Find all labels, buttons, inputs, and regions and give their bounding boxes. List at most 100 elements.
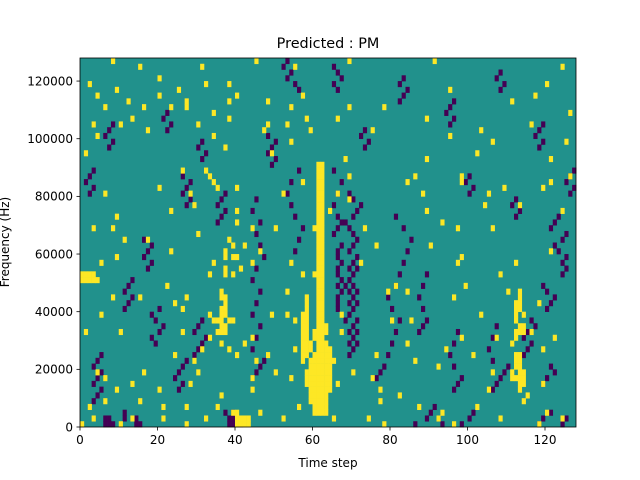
heatmap-cell-high — [242, 421, 247, 428]
heatmap-cell-high — [320, 271, 325, 278]
heatmap-cell-low — [564, 415, 569, 422]
heatmap-cell-high — [192, 357, 197, 364]
heatmap-cell-high — [390, 317, 395, 324]
heatmap-cell-high — [514, 357, 519, 364]
heatmap-cell-high — [316, 340, 321, 347]
heatmap-cell-low — [514, 196, 519, 203]
heatmap-cell-low — [335, 282, 340, 289]
heatmap-cell-high — [324, 352, 329, 359]
heatmap-cell-high — [312, 328, 317, 336]
heatmap-cell-high — [111, 294, 116, 301]
heatmap-cell-low — [556, 213, 561, 220]
heatmap-cell-low — [297, 167, 302, 174]
heatmap-cell-high — [300, 334, 306, 341]
heatmap-cell-high — [83, 277, 89, 284]
heatmap-cell-high — [452, 421, 457, 428]
heatmap-cell-high — [293, 317, 298, 324]
heatmap-cell-high — [180, 167, 185, 174]
heatmap-cell-low — [525, 346, 530, 353]
heatmap-cell-high — [548, 248, 554, 255]
heatmap-cell-high — [320, 265, 325, 272]
heatmap-cell-high — [304, 311, 309, 318]
heatmap-cell-high — [300, 179, 306, 186]
heatmap-cell-high — [324, 398, 329, 405]
heatmap-cell-high — [211, 109, 216, 116]
heatmap-cell-high — [91, 277, 96, 284]
heatmap-cell-high — [316, 403, 321, 411]
heatmap-cell-high — [207, 311, 213, 318]
heatmap-cell-high — [223, 271, 228, 278]
heatmap-cell-high — [285, 288, 290, 295]
heatmap-cell-low — [103, 421, 108, 428]
heatmap-cell-low — [293, 81, 298, 88]
heatmap-cell-high — [250, 334, 255, 341]
heatmap-cell-high — [223, 254, 228, 261]
heatmap-cell-high — [83, 150, 89, 157]
heatmap-cell-high — [320, 236, 325, 243]
heatmap-cell-low — [343, 282, 348, 289]
heatmap-cell-high — [231, 254, 236, 261]
heatmap-cell-low — [258, 288, 263, 295]
heatmap-cell-high — [227, 115, 232, 122]
heatmap-cell-high — [316, 265, 321, 272]
heatmap-cell-high — [320, 346, 325, 353]
y-axis-ticks: 0 20000 40000 60000 80000 100000 120000 — [27, 74, 80, 434]
heatmap-cell-low — [541, 282, 546, 289]
heatmap-cell-high — [517, 328, 523, 336]
heatmap-cell-high — [328, 207, 333, 214]
heatmap-cell-low — [502, 81, 507, 88]
heatmap-cell-high — [235, 254, 240, 261]
heatmap-cell-low — [393, 213, 399, 220]
heatmap-cell-low — [545, 288, 550, 295]
heatmap-cell-low — [219, 196, 224, 203]
heatmap-cell-high — [231, 409, 236, 416]
heatmap-cell-high — [180, 305, 185, 312]
heatmap-cell-high — [157, 92, 162, 99]
heatmap-cell-high — [219, 392, 224, 399]
heatmap-cell-high — [87, 81, 92, 88]
heatmap-cell-high — [273, 225, 278, 232]
heatmap-cell-high — [316, 248, 321, 255]
heatmap-cell-high — [514, 311, 519, 318]
heatmap-cell-high — [479, 311, 484, 318]
heatmap-cell-low — [161, 115, 166, 122]
heatmap-cell-low — [293, 213, 298, 220]
heatmap-cell-low — [490, 334, 495, 341]
heatmap-cell-low — [529, 317, 534, 324]
heatmap-cell-low — [103, 132, 108, 140]
heatmap-cell-high — [405, 179, 410, 186]
heatmap-cell-high — [378, 398, 383, 405]
heatmap-cell-low — [269, 144, 275, 151]
heatmap-cell-low — [335, 69, 340, 76]
heatmap-cell-high — [235, 219, 240, 226]
heatmap-cell-low — [347, 311, 352, 318]
heatmap-cell-high — [269, 150, 275, 157]
heatmap-cell-high — [223, 305, 228, 312]
heatmap-cell-low — [91, 398, 96, 405]
heatmap-cell-high — [145, 236, 151, 243]
heatmap-cell-high — [316, 219, 321, 226]
heatmap-cell-high — [328, 386, 333, 393]
heatmap-cell-low — [335, 265, 340, 272]
heatmap-cell-high — [304, 340, 309, 347]
heatmap-cell-low — [91, 380, 96, 387]
heatmap-cell-high — [87, 403, 92, 411]
heatmap-cell-high — [320, 323, 325, 330]
heatmap-cell-high — [161, 403, 166, 411]
heatmap-cell-high — [328, 352, 333, 359]
heatmap-cell-high — [297, 403, 302, 411]
heatmap-cell-high — [324, 375, 329, 382]
heatmap-cell-low — [521, 334, 526, 341]
heatmap-cell-high — [320, 254, 325, 261]
heatmap-cell-high — [223, 323, 228, 330]
heatmap-cell-high — [87, 277, 92, 284]
heatmap-cell-low — [188, 196, 193, 203]
heatmap-cell-high — [184, 294, 189, 301]
heatmap-cell-low — [250, 207, 255, 214]
heatmap-cell-high — [242, 415, 247, 422]
heatmap-cell-high — [424, 115, 430, 122]
heatmap-cell-low — [452, 115, 457, 122]
heatmap-cell-low — [176, 369, 182, 376]
heatmap-cell-low — [533, 323, 538, 330]
heatmap-cell-low — [401, 75, 406, 82]
